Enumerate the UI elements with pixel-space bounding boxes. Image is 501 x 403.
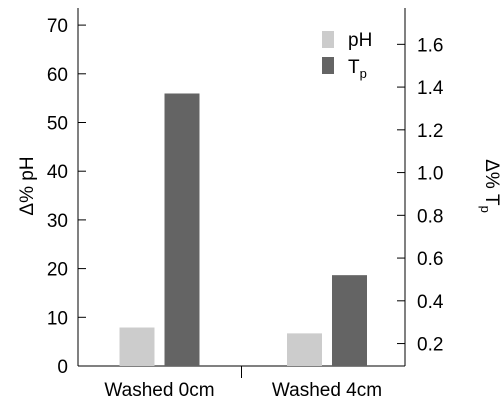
left-tick-label: 0 <box>57 357 68 378</box>
left-tick-label: 20 <box>47 260 68 281</box>
legend-swatch-tp <box>322 57 334 74</box>
legend: pH Tp <box>322 30 372 81</box>
right-tick-label: 0.6 <box>417 249 443 270</box>
bar-tp-washed-0cm <box>164 93 200 366</box>
legend-label-tp: Tp <box>348 57 367 81</box>
right-tick-label: 1.4 <box>417 78 444 99</box>
right-axis-title-main: Δ% T <box>481 159 501 206</box>
bar-tp-washed-4cm <box>332 275 367 366</box>
right-tick-label: 0.2 <box>417 335 443 356</box>
right-axis-title: Δ% Tp <box>478 159 501 213</box>
legend-swatch-ph <box>322 31 334 48</box>
left-tick-label: 70 <box>47 16 68 37</box>
bar-ph-washed-4cm <box>287 333 322 366</box>
right-tick-label: 0.8 <box>417 206 443 227</box>
left-tick-label: 50 <box>47 114 68 135</box>
left-tick-label: 10 <box>47 308 68 329</box>
category-label: Washed 0cm <box>104 380 214 401</box>
right-axis-title-subscript: p <box>478 206 493 213</box>
bar-ph-washed-0cm <box>119 327 155 366</box>
left-tick-label: 60 <box>47 65 68 86</box>
right-tick-label: 1.6 <box>417 35 443 56</box>
right-tick-label: 1.2 <box>417 121 443 142</box>
right-tick-label: 1.0 <box>417 164 443 185</box>
legend-label-ph: pH <box>348 30 372 51</box>
left-tick-label: 30 <box>47 211 68 232</box>
legend-label-tp-subscript: p <box>360 66 367 81</box>
category-label: Washed 4cm <box>272 380 382 401</box>
right-tick-label: 0.4 <box>417 292 444 313</box>
legend-label-tp-main: T <box>348 57 360 78</box>
left-axis-title: Δ% pH <box>17 156 38 215</box>
left-tick-label: 40 <box>47 162 68 183</box>
